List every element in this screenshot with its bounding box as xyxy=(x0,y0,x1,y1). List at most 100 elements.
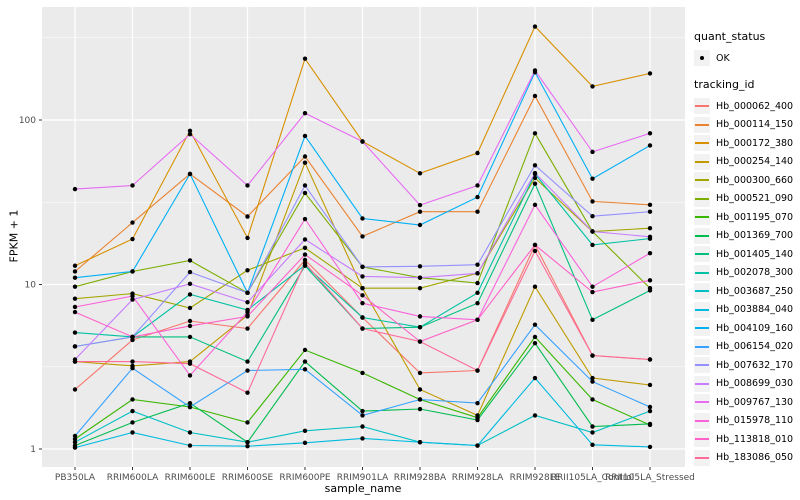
color-line-key xyxy=(694,153,710,170)
data-point xyxy=(417,209,423,214)
data-point xyxy=(187,430,193,435)
line-swatch-icon xyxy=(695,364,709,366)
data-point xyxy=(417,171,423,176)
data-point xyxy=(245,326,250,331)
legend-item-label: Hb_000062_400 xyxy=(716,100,794,112)
legend-item-Hb_007632_170: Hb_007632_170 xyxy=(694,357,800,373)
legend-item-label: Hb_003884_040 xyxy=(716,304,794,315)
legend-item-Hb_001195_070: Hb_001195_070 xyxy=(694,209,800,225)
data-point xyxy=(647,225,653,231)
color-line-key xyxy=(694,320,710,336)
legend-item-label: Hb_001369_700 xyxy=(716,230,794,241)
data-point xyxy=(590,289,595,295)
data-point xyxy=(187,373,193,378)
data-point xyxy=(475,209,480,214)
color-line-key xyxy=(694,227,710,244)
line-swatch-icon xyxy=(695,216,709,218)
x-tick-label: RRIM600LE xyxy=(165,473,216,483)
data-point xyxy=(475,262,480,267)
legend-item-Hb_003884_040: Hb_003884_040 xyxy=(694,301,800,318)
line-swatch-icon xyxy=(695,160,709,163)
data-point xyxy=(532,68,538,73)
data-point xyxy=(130,297,135,302)
data-point xyxy=(475,300,480,306)
color-line-key xyxy=(694,449,710,466)
data-point xyxy=(417,222,423,228)
data-point xyxy=(360,408,365,414)
color-line-key xyxy=(694,412,710,429)
legend-item-label: Hb_000114_150 xyxy=(716,119,794,130)
data-point xyxy=(72,359,78,364)
data-point xyxy=(647,209,653,214)
data-point xyxy=(302,260,308,266)
x-tick-label: RRII105LA_Stressed xyxy=(605,473,695,483)
legend-item-Hb_004109_160: Hb_004109_160 xyxy=(694,320,800,336)
data-point xyxy=(647,143,653,148)
data-point xyxy=(302,252,308,257)
data-point xyxy=(532,284,538,289)
legend-item-Hb_003687_250: Hb_003687_250 xyxy=(694,283,800,299)
color-line-key xyxy=(694,172,710,188)
data-point xyxy=(245,439,250,445)
line-swatch-icon xyxy=(695,382,709,385)
data-point xyxy=(647,234,653,239)
data-point xyxy=(475,368,480,373)
data-point xyxy=(302,347,308,353)
line-swatch-icon xyxy=(695,438,709,440)
color-line-key xyxy=(694,357,710,373)
legend-item-label: Hb_113818_010 xyxy=(716,433,794,445)
legend-item-label: Hb_000521_090 xyxy=(716,193,794,204)
data-point xyxy=(245,420,250,425)
data-point xyxy=(417,339,423,344)
data-point xyxy=(130,359,135,364)
legend-item-label: Hb_008699_030 xyxy=(716,378,794,389)
data-point xyxy=(647,408,653,414)
data-point xyxy=(532,24,538,29)
data-point xyxy=(245,183,250,188)
line-swatch-icon xyxy=(695,105,709,107)
data-point xyxy=(532,93,538,99)
data-point xyxy=(187,281,193,286)
data-point xyxy=(360,326,365,331)
data-point xyxy=(130,365,135,371)
data-point xyxy=(245,268,250,273)
data-point xyxy=(302,359,308,364)
data-point xyxy=(187,305,193,311)
data-point xyxy=(302,183,308,188)
legend-quant-status-block: quant_status OK xyxy=(694,30,800,66)
line-swatch-icon xyxy=(695,142,709,144)
data-point xyxy=(360,274,365,279)
data-point xyxy=(532,375,538,381)
data-point xyxy=(302,245,308,251)
data-point xyxy=(590,430,595,435)
data-point xyxy=(187,318,193,324)
legend-item-label: Hb_004109_160 xyxy=(716,322,794,334)
data-point xyxy=(360,293,365,298)
legend-item-label: Hb_015978_110 xyxy=(716,415,794,426)
data-point xyxy=(187,128,193,133)
data-point xyxy=(245,309,250,315)
data-point xyxy=(417,325,423,330)
data-point xyxy=(130,337,135,343)
data-point xyxy=(187,258,193,263)
data-point xyxy=(417,202,423,208)
data-point xyxy=(475,443,480,448)
legend-item-Hb_000062_400: Hb_000062_400 xyxy=(694,98,800,114)
line-swatch-icon xyxy=(695,345,709,348)
data-point xyxy=(245,290,250,296)
data-point xyxy=(417,397,423,402)
legend-item-label: Hb_183086_050 xyxy=(716,452,794,463)
color-line-key xyxy=(694,209,710,225)
data-point xyxy=(590,375,595,381)
data-point xyxy=(360,285,365,291)
color-line-key xyxy=(694,264,710,281)
data-point xyxy=(532,340,538,346)
data-point xyxy=(590,149,595,155)
data-point xyxy=(590,379,595,384)
color-line-key xyxy=(694,301,710,318)
legend-item-Hb_015978_110: Hb_015978_110 xyxy=(694,412,800,429)
legend-item-Hb_008699_030: Hb_008699_030 xyxy=(694,375,800,392)
x-tick-label: RRIM928LE xyxy=(510,473,561,483)
line-swatch-icon xyxy=(695,253,709,255)
color-line-key xyxy=(694,246,710,262)
